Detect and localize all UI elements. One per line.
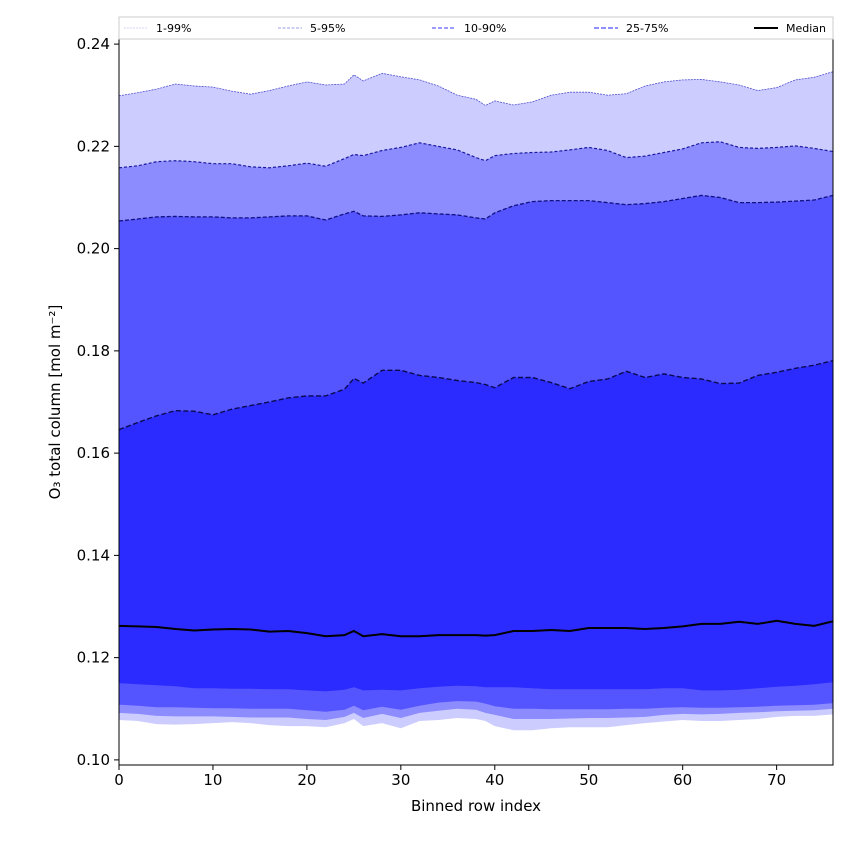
x-tick-label: 0 bbox=[114, 771, 124, 789]
y-tick-label: 0.14 bbox=[77, 546, 110, 564]
band-25-75 bbox=[119, 360, 833, 692]
x-tick-label: 50 bbox=[579, 771, 598, 789]
legend-frame bbox=[118, 16, 834, 40]
x-axis-label: Binned row index bbox=[411, 797, 541, 815]
line-p99 bbox=[118, 71, 834, 106]
line-median bbox=[118, 619, 834, 638]
y-tick-label: 0.22 bbox=[77, 137, 110, 155]
legend-label: 1-99% bbox=[156, 22, 191, 35]
x-tick-label: 30 bbox=[391, 771, 410, 789]
y-axis-label: O₃ total column [mol m⁻²] bbox=[46, 305, 64, 500]
y-tick-label: 0.12 bbox=[77, 649, 110, 667]
legend-label: 10-90% bbox=[464, 22, 506, 35]
lines-layer bbox=[118, 71, 834, 638]
x-tick-label: 10 bbox=[203, 771, 222, 789]
x-tick-label: 20 bbox=[297, 771, 316, 789]
line-p75 bbox=[118, 359, 834, 431]
x-axis: 0 10 20 30 40 50 60 70 bbox=[114, 765, 786, 789]
legend-label: Median bbox=[786, 22, 826, 35]
line-p90 bbox=[118, 194, 834, 222]
x-tick-label: 40 bbox=[485, 771, 504, 789]
y-tick-label: 0.10 bbox=[77, 751, 110, 769]
bands-layer bbox=[119, 71, 833, 731]
line-p95 bbox=[118, 141, 834, 169]
y-tick-label: 0.20 bbox=[77, 240, 110, 258]
legend: 1-99% 5-95% 10-90% 25-75% Median bbox=[118, 16, 834, 40]
y-tick-label: 0.24 bbox=[77, 35, 110, 53]
legend-label: 25-75% bbox=[626, 22, 668, 35]
y-axis: 0.10 0.12 0.14 0.16 0.18 0.20 0.22 0.24 bbox=[77, 35, 119, 769]
y-tick-label: 0.18 bbox=[77, 342, 110, 360]
legend-label: 5-95% bbox=[310, 22, 345, 35]
x-tick-label: 60 bbox=[673, 771, 692, 789]
x-tick-label: 70 bbox=[767, 771, 786, 789]
y-tick-label: 0.16 bbox=[77, 444, 110, 462]
